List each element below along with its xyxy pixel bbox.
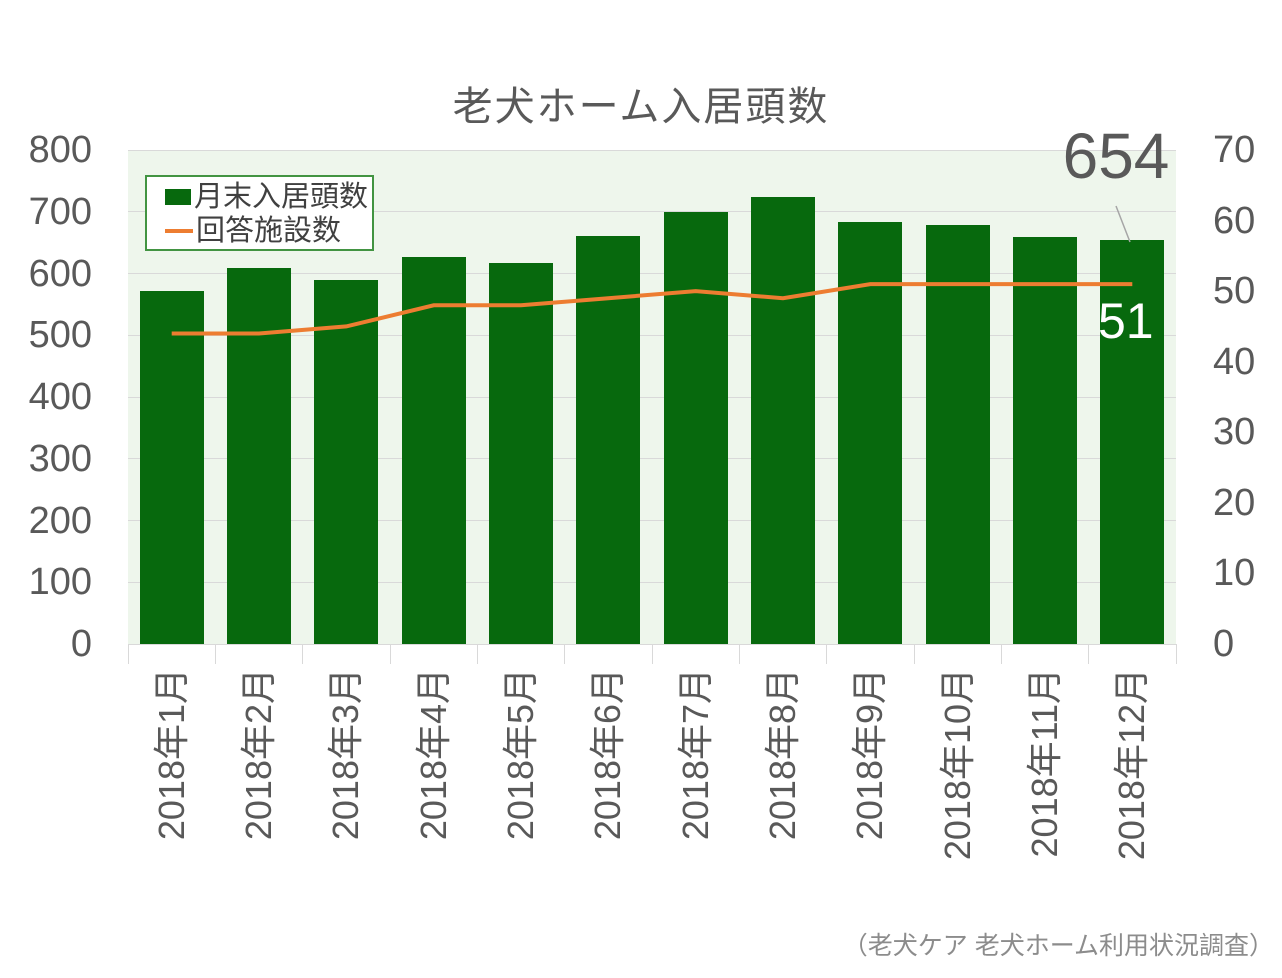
line-swatch-icon: [165, 229, 193, 233]
x-tick: [389, 644, 391, 664]
x-tick-label: 2018年8月: [762, 668, 803, 841]
grid-line: [128, 334, 1176, 336]
bar-swatch-icon: [165, 189, 191, 205]
x-tick: [651, 644, 653, 664]
x-axis-ticks: [127, 644, 1177, 664]
grid-line: [128, 458, 1176, 460]
x-tick-label: 2018年1月: [150, 668, 192, 841]
x-tick: [826, 644, 828, 664]
y-tick-label: 700: [28, 190, 92, 233]
bar-2018年1月: [139, 290, 204, 644]
bar-2018年9月: [838, 221, 903, 644]
y-tick-label: 100: [28, 561, 92, 604]
x-tick: [1088, 644, 1090, 664]
grid-line: [128, 520, 1176, 521]
x-tick: [127, 644, 129, 664]
bar-2018年4月: [401, 256, 466, 644]
grid-line: [128, 581, 1176, 583]
x-tick-label: 2018年10月: [936, 668, 978, 861]
left-axis: 0 100 200 300 400 500 600 700 800: [0, 131, 92, 663]
bar-2018年12月: [1100, 240, 1165, 644]
x-tick-label: 2018年4月: [412, 668, 454, 841]
grid-line: [128, 396, 1176, 398]
y-tick-label: 30: [1213, 411, 1256, 454]
x-tick-label: 2018年3月: [325, 668, 367, 841]
grid-line: [128, 211, 1176, 213]
bar-2018年5月: [489, 263, 553, 644]
legend-label: 回答施設数: [196, 214, 342, 247]
bar-2018年11月: [1013, 236, 1077, 644]
y-tick-label: 60: [1213, 199, 1256, 242]
x-tick-label: 2018年11月: [1024, 668, 1065, 858]
x-tick-label: 2018年12月: [1111, 668, 1153, 861]
y-tick-label: 500: [28, 314, 92, 357]
x-tick: [476, 644, 478, 664]
y-tick-label: 0: [70, 623, 92, 665]
line-series: [171, 282, 1133, 336]
y-tick-label: 20: [1213, 481, 1256, 524]
x-tick-label: 2018年7月: [674, 668, 716, 841]
grid-line: [128, 149, 1176, 151]
source-note: （老犬ケア 老犬ホーム利用状況調査）: [842, 932, 1274, 960]
y-tick-label: 40: [1213, 340, 1256, 383]
x-tick: [302, 644, 304, 664]
x-tick: [913, 644, 915, 664]
y-tick-label: 0: [1213, 623, 1235, 665]
last-line-value-label: 51: [1098, 293, 1154, 349]
legend-item-bar-series: 月末入居頭数: [165, 180, 372, 214]
x-tick: [214, 644, 216, 664]
x-tick: [1175, 644, 1177, 664]
x-tick: [564, 644, 566, 664]
y-tick-label: 800: [28, 129, 92, 171]
bar-2018年8月: [751, 196, 815, 644]
right-axis: 0 10 20 30 40 50 60 70: [1213, 131, 1282, 663]
bar-2018年3月: [314, 279, 379, 644]
grid-line: [128, 273, 1176, 274]
bar-2018年7月: [663, 211, 728, 644]
x-axis-labels: 2018年1月 2018年2月 2018年3月 2018年4月 2018年5月 2018年…: [128, 666, 1176, 876]
x-tick: [1000, 644, 1002, 664]
legend: 月末入居頭数 回答施設数: [145, 175, 374, 251]
leader-line: [1115, 205, 1131, 243]
x-tick-label: 2018年2月: [238, 668, 279, 841]
legend-label: 月末入居頭数: [194, 180, 369, 213]
bar-2018年6月: [576, 235, 641, 644]
y-tick-label: 10: [1213, 552, 1256, 595]
y-tick-label: 200: [28, 499, 92, 542]
bar-2018年10月: [925, 224, 990, 644]
last-bar-value-callout: 654: [1062, 120, 1170, 192]
x-tick: [738, 644, 740, 664]
y-tick-label: 300: [28, 437, 92, 480]
chart-title: 老犬ホーム入居頭数: [452, 85, 830, 129]
x-tick-label: 2018年9月: [849, 668, 891, 841]
x-tick-label: 2018年5月: [500, 668, 541, 841]
y-tick-label: 70: [1213, 129, 1256, 171]
x-tick-label: 2018年6月: [587, 668, 629, 841]
y-tick-label: 600: [28, 252, 92, 295]
y-tick-label: 400: [28, 376, 92, 418]
legend-item-line-series: 回答施設数: [165, 214, 372, 248]
y-tick-label: 50: [1213, 270, 1256, 313]
